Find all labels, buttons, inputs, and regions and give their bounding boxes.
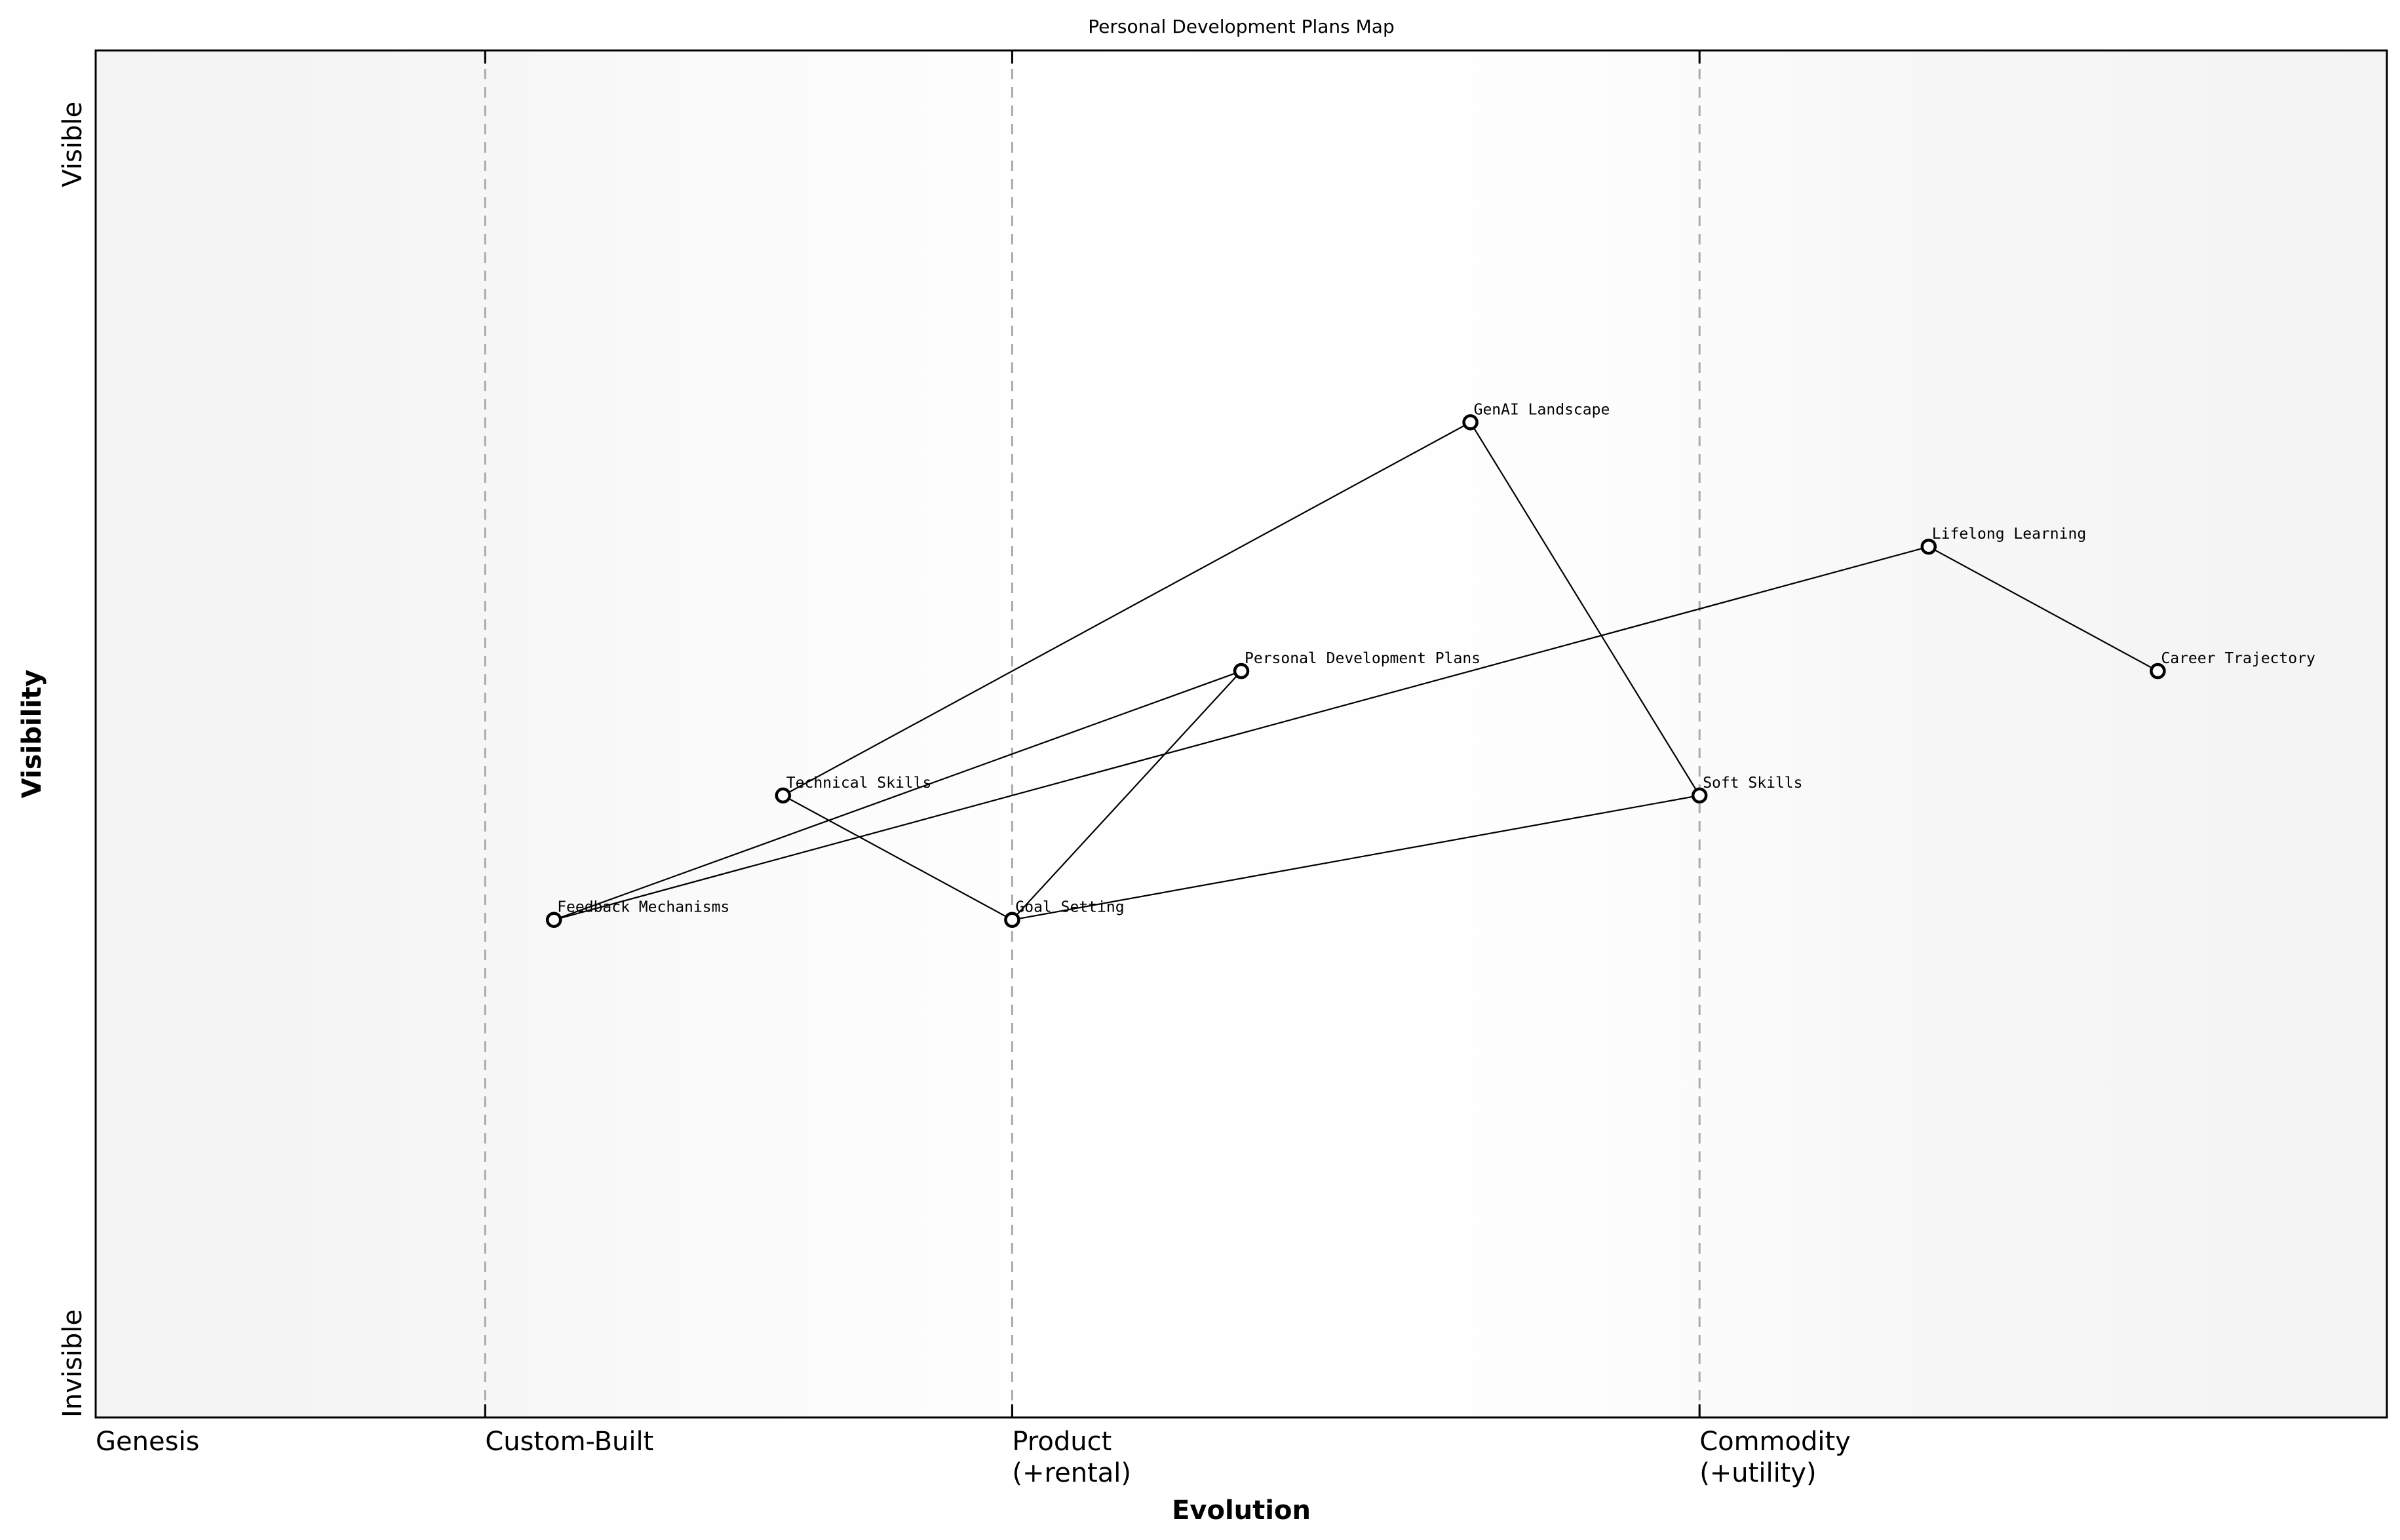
link-ts-genai bbox=[783, 421, 1471, 796]
link-genai-ss bbox=[1469, 421, 1701, 796]
stage-dividers bbox=[484, 50, 1701, 1417]
link-fm-pdp bbox=[553, 670, 1242, 921]
node-label: Technical Skills bbox=[786, 775, 932, 792]
x-tick-label-1: Custom-Built bbox=[485, 1427, 653, 1457]
x-tick-label-2: (+rental) bbox=[1012, 1458, 1131, 1488]
x-tick-label-0: Genesis bbox=[96, 1427, 199, 1457]
node-marker bbox=[775, 787, 792, 804]
node-fm[interactable]: Feedback Mechanisms bbox=[545, 899, 729, 928]
y-tick-label-0: Invisible bbox=[58, 1309, 88, 1417]
dependency-links bbox=[553, 421, 2158, 921]
y-axis-ticks: Invisible Visible bbox=[58, 102, 88, 1417]
link-fm-ll bbox=[553, 546, 1929, 921]
y-tick-label-1: Visible bbox=[58, 102, 88, 187]
node-label: Goal Setting bbox=[1015, 899, 1124, 916]
node-marker bbox=[1920, 538, 1937, 555]
node-label: Personal Development Plans bbox=[1245, 650, 1481, 667]
node-label: Career Trajectory bbox=[2161, 650, 2315, 667]
link-ll-ct bbox=[1928, 546, 2158, 672]
node-label: GenAI Landscape bbox=[1474, 401, 1610, 418]
y-axis-title: Visibility bbox=[17, 670, 47, 798]
node-ss[interactable]: Soft Skills bbox=[1691, 775, 1803, 804]
x-axis-ticks: Genesis Custom-Built Product(+rental) Commo… bbox=[94, 50, 1851, 1488]
x-tick-label-3: Commodity bbox=[1699, 1427, 1851, 1457]
plot-frame bbox=[94, 49, 2388, 1419]
node-pdp[interactable]: Personal Development Plans bbox=[1233, 650, 1481, 680]
x-tick-label-2: Product bbox=[1012, 1427, 1112, 1457]
node-genai[interactable]: GenAI Landscape bbox=[1462, 401, 1610, 431]
node-label: Feedback Mechanisms bbox=[557, 899, 729, 916]
link-gs-pdp bbox=[1011, 670, 1242, 921]
node-ll[interactable]: Lifelong Learning bbox=[1920, 526, 2086, 555]
node-marker bbox=[1691, 787, 1708, 804]
node-label: Soft Skills bbox=[1703, 775, 1802, 792]
node-marker bbox=[1462, 414, 1479, 431]
node-ts[interactable]: Technical Skills bbox=[775, 775, 932, 804]
node-gs[interactable]: Goal Setting bbox=[1004, 899, 1125, 928]
node-marker bbox=[2150, 663, 2166, 680]
node-marker bbox=[545, 912, 562, 928]
node-marker bbox=[1004, 912, 1020, 928]
x-axis-title: Evolution bbox=[1172, 1495, 1311, 1526]
x-tick-label-3: (+utility) bbox=[1699, 1458, 1816, 1488]
link-gs-ss bbox=[1012, 794, 1700, 921]
link-ts-gs bbox=[783, 794, 1013, 921]
node-marker bbox=[1233, 663, 1250, 680]
chart-title: Personal Development Plans Map bbox=[1088, 16, 1394, 37]
node-ct[interactable]: Career Trajectory bbox=[2150, 650, 2315, 680]
component-nodes: Feedback Mechanisms Technical Skills Goal … bbox=[545, 401, 2315, 928]
node-label: Lifelong Learning bbox=[1932, 526, 2086, 543]
